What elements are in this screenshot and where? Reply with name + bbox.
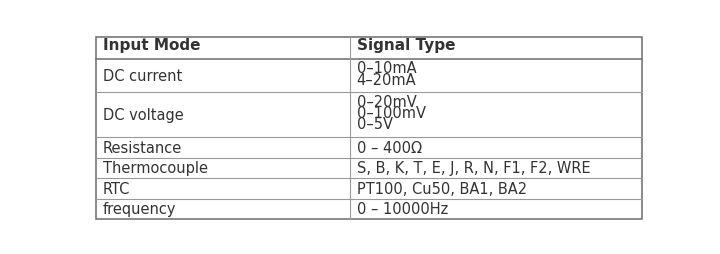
Text: 0–20mV: 0–20mV (356, 94, 416, 109)
Text: 0–5V: 0–5V (356, 116, 392, 131)
Text: frequency: frequency (103, 201, 176, 216)
Text: 0–10mA: 0–10mA (356, 61, 416, 76)
Text: RTC: RTC (103, 181, 130, 196)
Text: S, B, K, T, E, J, R, N, F1, F2, WRE: S, B, K, T, E, J, R, N, F1, F2, WRE (356, 161, 590, 176)
Text: Input Mode: Input Mode (103, 38, 200, 53)
Text: Resistance: Resistance (103, 140, 182, 155)
Text: 0 – 400Ω: 0 – 400Ω (356, 140, 422, 155)
Text: PT100, Cu50, BA1, BA2: PT100, Cu50, BA1, BA2 (356, 181, 527, 196)
Text: DC current: DC current (103, 68, 182, 83)
Text: 0 – 10000Hz: 0 – 10000Hz (356, 201, 448, 216)
Text: 4–20mA: 4–20mA (356, 72, 416, 87)
Text: Thermocouple: Thermocouple (103, 161, 208, 176)
Text: Signal Type: Signal Type (356, 38, 455, 53)
Text: DC voltage: DC voltage (103, 107, 184, 122)
Text: 0–100mV: 0–100mV (356, 105, 426, 120)
